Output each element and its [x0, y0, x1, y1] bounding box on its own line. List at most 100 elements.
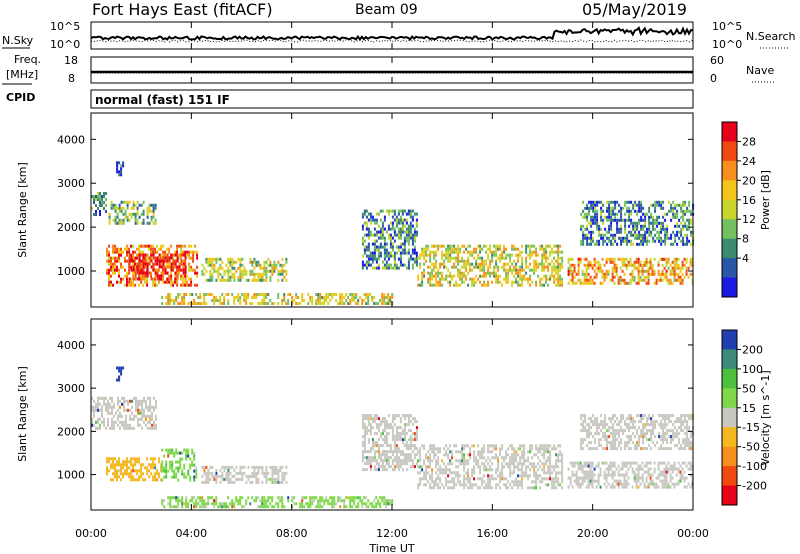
velocity-cell: [619, 479, 622, 483]
velocity-cell: [247, 477, 250, 481]
velocity-cell: [361, 441, 364, 445]
velocity-cell: [475, 462, 478, 466]
velocity-cell: [537, 477, 540, 481]
power-cell: [604, 239, 607, 243]
power-cell: [652, 224, 655, 228]
velocity-cell: [317, 502, 320, 506]
power-cell: [243, 266, 246, 270]
power-cell: [453, 283, 456, 287]
power-cell: [112, 283, 114, 287]
velocity-cell: [361, 459, 364, 463]
power-cell: [569, 278, 572, 282]
power-cell: [106, 268, 108, 272]
velocity-cell: [99, 423, 101, 427]
velocity-cell: [401, 414, 404, 418]
velocity-cell: [381, 496, 384, 500]
velocity-cell: [149, 426, 151, 430]
velocity-cell: [115, 411, 117, 415]
power-cell: [664, 230, 667, 234]
power-cell: [108, 218, 111, 222]
power-cell: [623, 272, 626, 276]
velocity-cell: [179, 499, 182, 503]
power-cell: [369, 218, 372, 222]
velocity-cell: [331, 496, 334, 500]
power-cell: [596, 200, 599, 204]
velocity-cell: [683, 461, 686, 465]
velocity-cell: [503, 456, 506, 460]
velocity-cell: [431, 444, 434, 448]
power-cell: [361, 254, 364, 258]
power-cell: [124, 274, 126, 278]
velocity-cell: [489, 465, 492, 469]
velocity-cell: [589, 482, 592, 486]
power-cell: [251, 296, 254, 299]
power-cell: [403, 230, 406, 234]
velocity-cell: [689, 473, 692, 477]
power-cell: [449, 247, 452, 251]
velocity-cell: [169, 451, 172, 455]
power-cell: [116, 256, 118, 260]
power-cell: [395, 224, 398, 228]
power-cell: [297, 302, 300, 305]
velocity-cell: [377, 462, 380, 466]
power-cell: [545, 274, 548, 278]
power-cell: [682, 239, 685, 243]
power-cell: [231, 263, 234, 267]
power-cell: [511, 283, 514, 287]
power-cell: [367, 233, 370, 237]
power-cell: [307, 293, 310, 296]
power-cell: [142, 274, 145, 278]
power-cell: [521, 265, 524, 269]
power-cell: [397, 266, 400, 270]
velocity-cell: [493, 447, 496, 451]
power-cell: [626, 242, 629, 246]
power-cell: [183, 299, 186, 302]
power-cell: [638, 233, 641, 237]
power-cell: [128, 262, 131, 266]
velocity-cell: [467, 471, 470, 475]
velocity-cell: [613, 464, 616, 468]
power-cell: [535, 268, 538, 272]
power-cell: [429, 259, 432, 263]
power-cell: [620, 227, 623, 231]
velocity-cell: [591, 482, 594, 486]
power-cell: [640, 224, 643, 228]
power-cell: [641, 269, 644, 273]
velocity-cell: [580, 447, 583, 451]
power-cell: [613, 269, 616, 273]
power-cell: [164, 250, 167, 254]
power-cell: [263, 272, 266, 276]
velocity-cell: [125, 408, 127, 412]
power-cell: [215, 269, 218, 273]
velocity-cell: [253, 499, 256, 503]
power-cell: [130, 256, 133, 260]
velocity-cell: [215, 474, 218, 478]
power-cell: [176, 274, 179, 278]
velocity-cell: [455, 444, 458, 448]
power-cell: [156, 259, 159, 263]
velocity-cell: [683, 476, 686, 480]
power-cell: [612, 242, 615, 246]
freq-tick-top: 18: [64, 54, 78, 67]
power-cell: [586, 239, 589, 243]
power-cell: [140, 259, 143, 263]
power-cell: [618, 209, 621, 213]
power-cell: [497, 274, 500, 278]
power-cell: [397, 218, 400, 222]
power-cell: [385, 266, 388, 270]
power-cell: [571, 269, 574, 273]
velocity-cell: [371, 438, 374, 442]
power-cell: [662, 215, 665, 219]
power-cell: [162, 259, 165, 263]
velocity-cell: [152, 460, 155, 464]
velocity-cell: [511, 486, 514, 490]
power-cell: [369, 251, 372, 255]
velocity-cell: [677, 467, 680, 471]
power-cell: [427, 277, 430, 281]
power-cell: [283, 269, 286, 273]
power-cell: [638, 203, 641, 207]
power-cell: [271, 266, 274, 270]
velocity-cell: [527, 486, 530, 490]
power-cell: [243, 293, 246, 296]
power-cell: [459, 274, 462, 278]
